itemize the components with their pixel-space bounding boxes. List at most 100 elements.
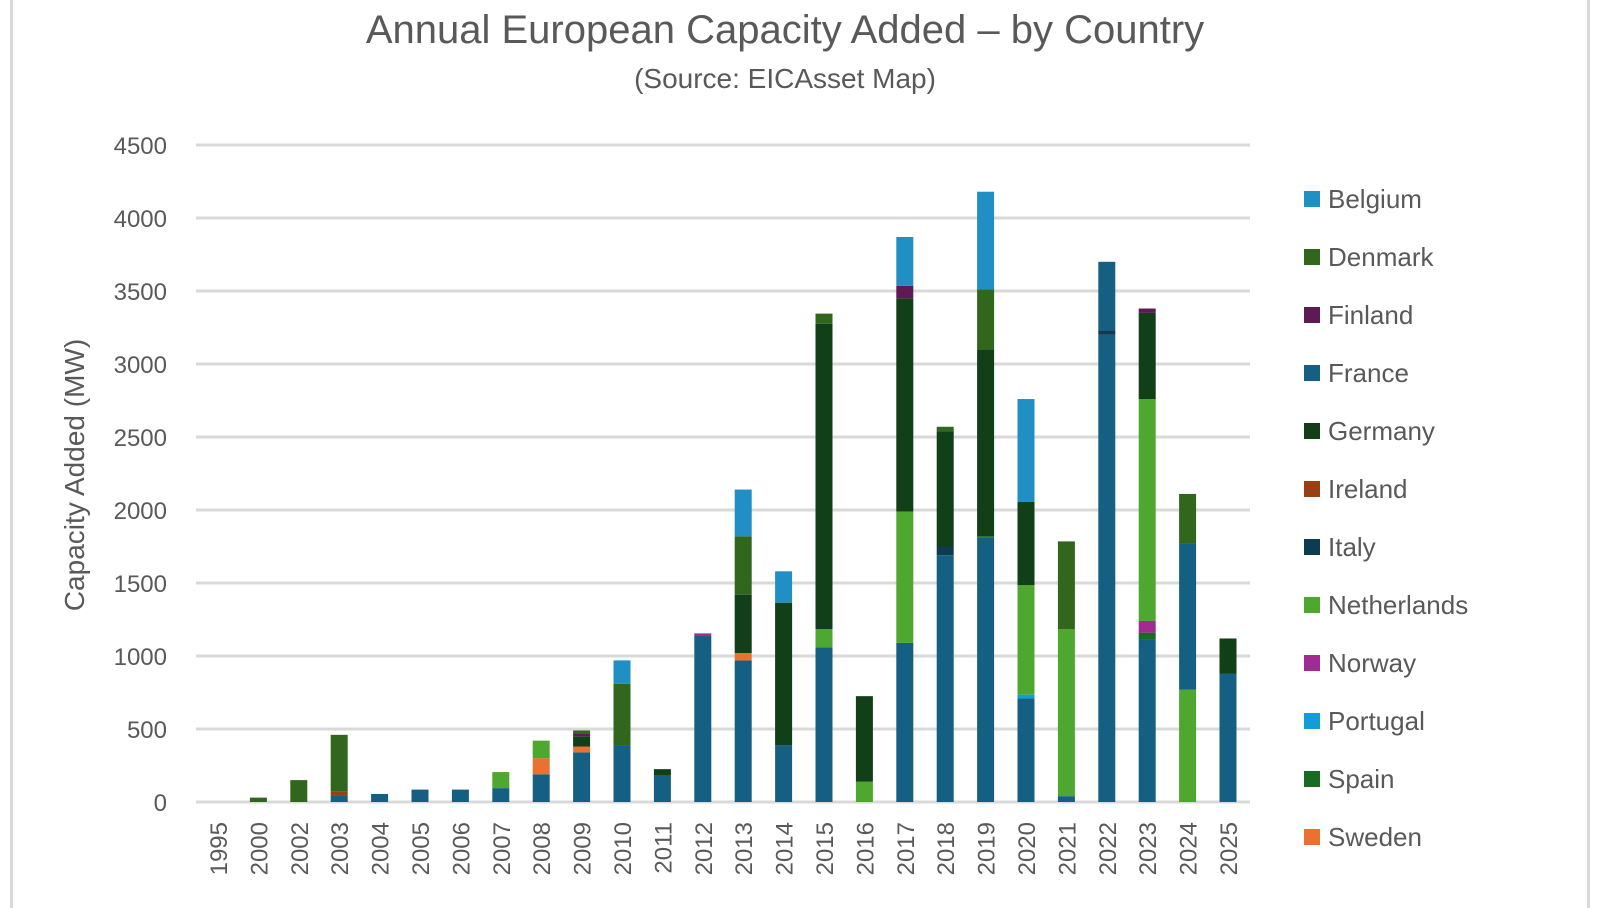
- bar-segment-france-2018: [936, 555, 954, 802]
- x-tick-label: 2024: [1176, 822, 1203, 875]
- bar-segment-denmark-2009: [573, 730, 591, 734]
- x-tick-label: 2007: [489, 822, 516, 875]
- legend-item-ireland: Ireland: [1304, 460, 1468, 518]
- bar-segment-france-2011: [653, 774, 671, 802]
- bar-segment-italy-2022: [1098, 330, 1116, 335]
- x-tick-label: 2023: [1135, 822, 1162, 875]
- legend-swatch: [1304, 249, 1320, 265]
- bar-segment-france-2010: [613, 745, 631, 802]
- legend-swatch: [1304, 191, 1320, 207]
- legend-label: Norway: [1328, 647, 1417, 678]
- legend-item-belgium: Belgium: [1304, 170, 1468, 228]
- x-tick-label: 2008: [529, 822, 556, 875]
- legend-item-italy: Italy: [1304, 518, 1468, 576]
- x-tick-label: 1995: [206, 822, 233, 875]
- bar-segment-germany-2018: [936, 431, 954, 547]
- bar-segment-denmark-2015: [815, 313, 833, 324]
- y-tick-label: 1500: [114, 571, 167, 598]
- x-tick-label: 2005: [408, 822, 435, 875]
- bar-segment-portugal-2020: [1017, 694, 1035, 699]
- bar-segment-france-2007: [492, 788, 510, 802]
- bar-segment-germany-2020: [1017, 501, 1035, 586]
- legend-swatch: [1304, 655, 1320, 671]
- bar-segment-denmark-2002: [290, 780, 308, 802]
- bar-segment-netherlands-2024: [1179, 689, 1197, 802]
- bar-segment-germany-2016: [855, 696, 873, 782]
- chart-title: Annual European Capacity Added – by Coun…: [365, 8, 1205, 52]
- bar-segment-ireland-2003: [330, 791, 348, 796]
- bar-segment-germany-2013: [734, 594, 752, 654]
- bar-segment-netherlands-2016: [855, 781, 873, 802]
- bar-segment-france-2020: [1017, 698, 1035, 802]
- bar-segment-france-2015: [815, 647, 833, 802]
- bar-segment-belgium-2017: [896, 236, 914, 286]
- legend-swatch: [1304, 365, 1320, 381]
- x-tick-label: 2002: [287, 822, 314, 875]
- bar-segment-germany-2011: [653, 769, 671, 775]
- legend-item-france: France: [1304, 344, 1468, 402]
- x-tick-label: 2000: [246, 822, 273, 875]
- x-tick-label: 2021: [1054, 822, 1081, 875]
- bar-segment-germany-2015: [815, 323, 833, 629]
- y-tick-label: 0: [154, 790, 167, 817]
- bar-segment-france-2009: [573, 752, 591, 802]
- x-tick-label: 2003: [327, 822, 354, 875]
- bar-segment-denmark-2021: [1057, 541, 1075, 629]
- bar-segment-denmark-2018: [936, 426, 954, 432]
- bar-segment-finland-2023: [1138, 308, 1156, 313]
- legend-item-germany: Germany: [1304, 402, 1468, 460]
- bar-segment-denmark-2003: [330, 734, 348, 792]
- legend-swatch: [1304, 539, 1320, 555]
- legend-item-spain: Spain: [1304, 750, 1468, 808]
- x-tick-label: 2014: [772, 822, 799, 875]
- bar-segment-norway-2012: [694, 633, 712, 636]
- x-tick-label: 2017: [893, 822, 920, 875]
- bar-segment-netherlands-2008: [532, 740, 550, 759]
- legend-swatch: [1304, 829, 1320, 845]
- legend-label: France: [1328, 357, 1409, 388]
- bar-segment-belgium-2014: [775, 571, 793, 603]
- bar-segment-france-2003: [330, 795, 348, 802]
- bar-segment-finland-2009: [573, 733, 591, 737]
- x-tick-label: 2010: [610, 822, 637, 875]
- bar-segment-france-2014: [775, 745, 793, 802]
- legend-label: Ireland: [1328, 473, 1408, 504]
- legend-swatch: [1304, 713, 1320, 729]
- bar-segment-sweden-2008: [532, 758, 550, 775]
- bar-segment-france-2017: [896, 642, 914, 802]
- y-tick-label: 1000: [114, 644, 167, 671]
- bar-segment-france-2021: [1057, 796, 1075, 802]
- bar-segment-netherlands-2015: [815, 628, 833, 648]
- bar-segment-denmark-2013: [734, 536, 752, 595]
- bar-segment-denmark-2010: [613, 683, 631, 746]
- bar-segment-netherlands-2007: [492, 772, 510, 789]
- bar-segment-spain-2023: [1138, 632, 1156, 640]
- bar-segment-france-2004: [371, 793, 389, 802]
- y-tick-label: 4000: [114, 206, 167, 233]
- bar-segment-netherlands-2020: [1017, 585, 1035, 695]
- y-tick-label: 2500: [114, 425, 167, 452]
- legend-swatch: [1304, 597, 1320, 613]
- bar-segment-belgium-2010: [613, 660, 631, 684]
- bar-segment-netherlands-2021: [1057, 628, 1075, 797]
- x-tick-label: 2025: [1216, 822, 1243, 875]
- bar-segment-finland-2017: [896, 285, 914, 299]
- x-tick-label: 2020: [1014, 822, 1041, 875]
- legend-swatch: [1304, 423, 1320, 439]
- bar-segment-netherlands-2017: [896, 511, 914, 643]
- bar-segment-norway-2023: [1138, 620, 1156, 633]
- x-tick-label: 2022: [1095, 822, 1122, 875]
- legend-swatch: [1304, 481, 1320, 497]
- bar-segment-france-2006: [451, 789, 469, 802]
- bar-segment-france-2024: [1179, 543, 1197, 690]
- x-tick-label: 2011: [650, 822, 677, 874]
- x-tick-label: 2019: [974, 822, 1001, 875]
- bar-segment-netherlands-2023: [1138, 399, 1156, 621]
- legend-label: Germany: [1328, 415, 1435, 446]
- legend: Belgium Denmark Finland France Germany Irelan…: [1304, 170, 1468, 866]
- x-tick-label: 2016: [852, 822, 879, 875]
- legend-swatch: [1304, 307, 1320, 323]
- bar-segment-france-2019: [977, 537, 995, 802]
- bar-segment-france-2012: [694, 635, 712, 802]
